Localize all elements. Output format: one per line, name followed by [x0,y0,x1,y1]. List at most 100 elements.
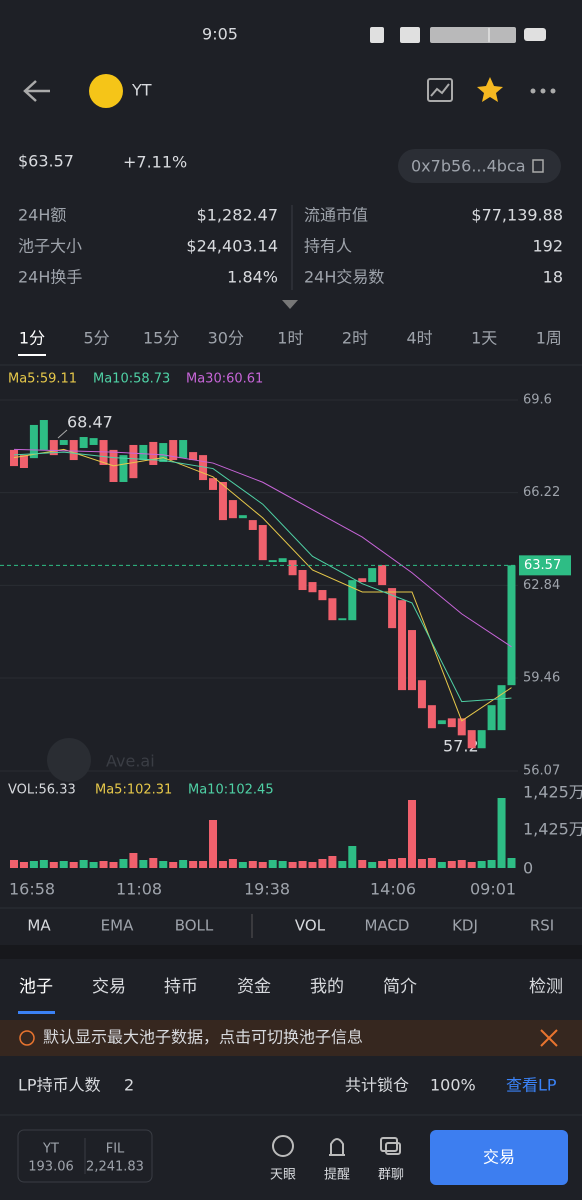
volume-bar [348,846,357,868]
section-tab[interactable]: 交易 [92,977,126,997]
candle [487,705,496,731]
address-pill[interactable] [398,149,561,183]
candle [39,420,48,450]
candle [318,590,327,601]
volume-bar [179,860,188,868]
interval-underline [18,354,46,356]
section-tab[interactable]: 资金 [237,977,271,997]
notice-text: 默认显示最大池子数据，点击可切换池子信息 [43,1028,363,1047]
candle [308,582,317,593]
volume-bar [298,861,307,868]
indicator-tab[interactable]: VOL [295,917,326,935]
candle [398,600,407,691]
volume-bar [358,860,367,868]
x-label: 09:01 [470,880,516,899]
section-tab[interactable]: 持币 [164,977,198,997]
indicator-tab[interactable]: EMA [101,917,134,935]
candle [477,730,486,749]
copy-icon[interactable] [532,159,544,173]
stat-label: 流通市值 [304,206,368,225]
stat-label: 24H交易数 [304,268,384,287]
notice-close[interactable] [540,1029,558,1047]
notice-bar[interactable] [0,1020,582,1056]
interval-tab[interactable]: 1分 [19,329,45,348]
section-tab[interactable]: 检测 [529,977,563,997]
candle [358,578,367,583]
interval-tab[interactable]: 5分 [84,329,110,348]
interval-tab[interactable]: 30分 [208,329,244,348]
pair-box[interactable] [17,1129,153,1183]
volume-bar [218,861,227,868]
ma-legend: Ma10:58.73 [93,372,170,387]
tab-underline [18,1011,55,1014]
volume-bar [209,820,217,868]
interval-tab[interactable]: 1时 [277,329,303,348]
interval-tab[interactable]: 15分 [143,329,179,348]
candle [507,565,516,686]
candle [19,455,28,469]
indicator-tab[interactable]: KDJ [452,917,478,935]
volume-bar [467,862,476,868]
pair-amount: 193.06 [28,1160,74,1175]
volume-bar [497,798,506,868]
section-tab[interactable]: 简介 [383,977,417,997]
more-button[interactable] [530,88,556,94]
x-label: 11:08 [116,880,162,899]
interval-tab[interactable]: 2时 [342,329,368,348]
volume-bar [199,861,208,868]
interval-tab[interactable]: 4时 [407,329,433,348]
indicator-tab[interactable]: BOLL [175,917,214,935]
interval-tab[interactable]: 1天 [471,329,497,348]
volume-bar [408,800,416,868]
status-time: 9:05 [202,25,238,44]
vol-legend: VOL:56.33 [8,783,76,798]
indicator-tab[interactable]: RSI [530,917,554,935]
ma-line [13,451,512,703]
candle [338,618,347,621]
volume-bar [159,861,168,868]
address: 0x7b56...4bca [411,157,526,176]
stat-label: 持有人 [304,237,352,256]
status-icons [370,27,546,43]
lp-holders: 2 [124,1076,134,1095]
section-gap [0,945,582,959]
volume-bar [328,856,337,868]
x-label: 16:58 [9,880,55,899]
section-tab[interactable]: 我的 [310,977,344,997]
volume-bar [59,861,68,868]
last-price-tag [519,555,571,576]
candle [437,720,446,725]
nav-label[interactable]: 天眼 [270,1168,296,1183]
back-button[interactable] [23,80,50,102]
chart-button[interactable] [427,78,453,102]
stat-label: 池子大小 [18,237,82,256]
nav-icons [272,1135,401,1157]
token-title: YT [131,81,152,100]
watermark-logo [47,738,91,782]
lp-link[interactable]: 查看LP [506,1076,557,1095]
pair-token: YT [42,1142,59,1157]
candle [49,440,58,456]
volume-bar [268,860,277,868]
x-label: 19:38 [244,880,290,899]
ma-legend: Ma5:59.11 [8,372,77,387]
candle [179,440,188,459]
nav-label[interactable]: 提醒 [324,1167,350,1183]
nav-label[interactable]: 群聊 [378,1168,404,1183]
indicator-tab[interactable]: MA [27,917,51,935]
price-change: +7.11% [123,153,187,172]
volume-bar [457,860,466,868]
favorite-button[interactable] [477,77,503,102]
y-tick-label: 66.22 [523,485,560,500]
high-label: 68.47 [67,413,113,432]
trade-button[interactable] [430,1130,568,1185]
volume-bar [69,862,78,868]
candle [278,558,287,563]
section-tab[interactable]: 池子 [19,977,53,997]
interval-tab[interactable]: 1周 [536,329,562,348]
candle [218,481,227,521]
candle [79,437,88,448]
indicator-tab[interactable]: MACD [365,917,410,935]
expand-arrow[interactable] [282,300,298,309]
